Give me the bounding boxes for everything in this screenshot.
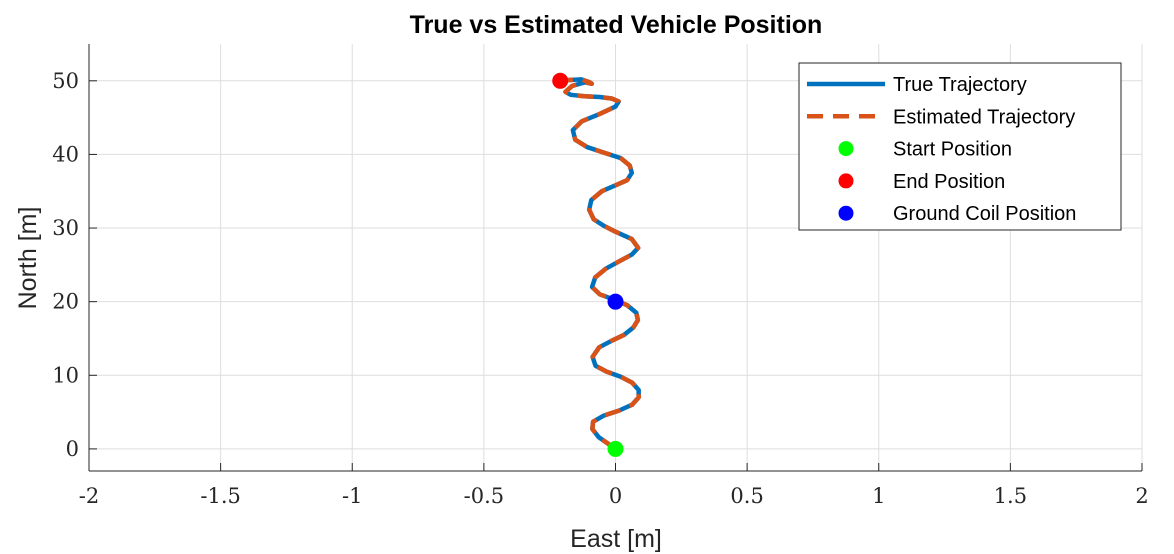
legend-true-trajectory-label: True Trajectory [893,74,1027,96]
x-tick-label: 1 [872,484,885,508]
start-position-marker [607,440,624,457]
y-tick-label: 0 [66,437,79,461]
x-tick-label: -0.5 [464,484,505,508]
legend-end-position-label: End Position [893,171,1005,193]
legend-end-position-swatch [838,173,854,189]
x-axis-label: East [m] [570,525,662,553]
legend: True Trajectory Estimated Trajectory Start… [798,62,1122,231]
ground-coil-position-marker [607,293,624,310]
legend-start-position-swatch [838,141,854,157]
x-tick-label: -1.5 [200,484,241,508]
ticks [88,44,1143,472]
y-tick-label: 30 [52,216,79,240]
markers-layer [552,72,624,457]
legend-ground-coil-position-label: Ground Coil Position [893,203,1076,225]
x-tick-label: 2 [1135,484,1148,508]
x-tick-label: 0.5 [730,484,763,508]
chart-title: True vs Estimated Vehicle Position [410,11,823,39]
y-tick-label: 50 [52,69,79,93]
y-tick-label: 10 [52,363,79,387]
estimated-trajectory-line [557,77,641,451]
end-position-marker [552,72,569,89]
x-tick-label: -1 [342,484,362,508]
legend-estimated-trajectory-label: Estimated Trajectory [893,106,1075,128]
y-tick-label: 20 [52,290,79,314]
x-tick-label: -2 [79,484,99,508]
true-trajectory-line [557,77,641,451]
x-tick-label: 1.5 [994,484,1027,508]
legend-ground-coil-position-swatch [838,205,854,221]
y-axis-label: North [m] [14,207,42,310]
legend-start-position-label: Start Position [893,139,1012,161]
y-tick-label: 40 [52,142,79,166]
series-layer [557,77,641,451]
x-tick-label: 0 [609,484,622,508]
